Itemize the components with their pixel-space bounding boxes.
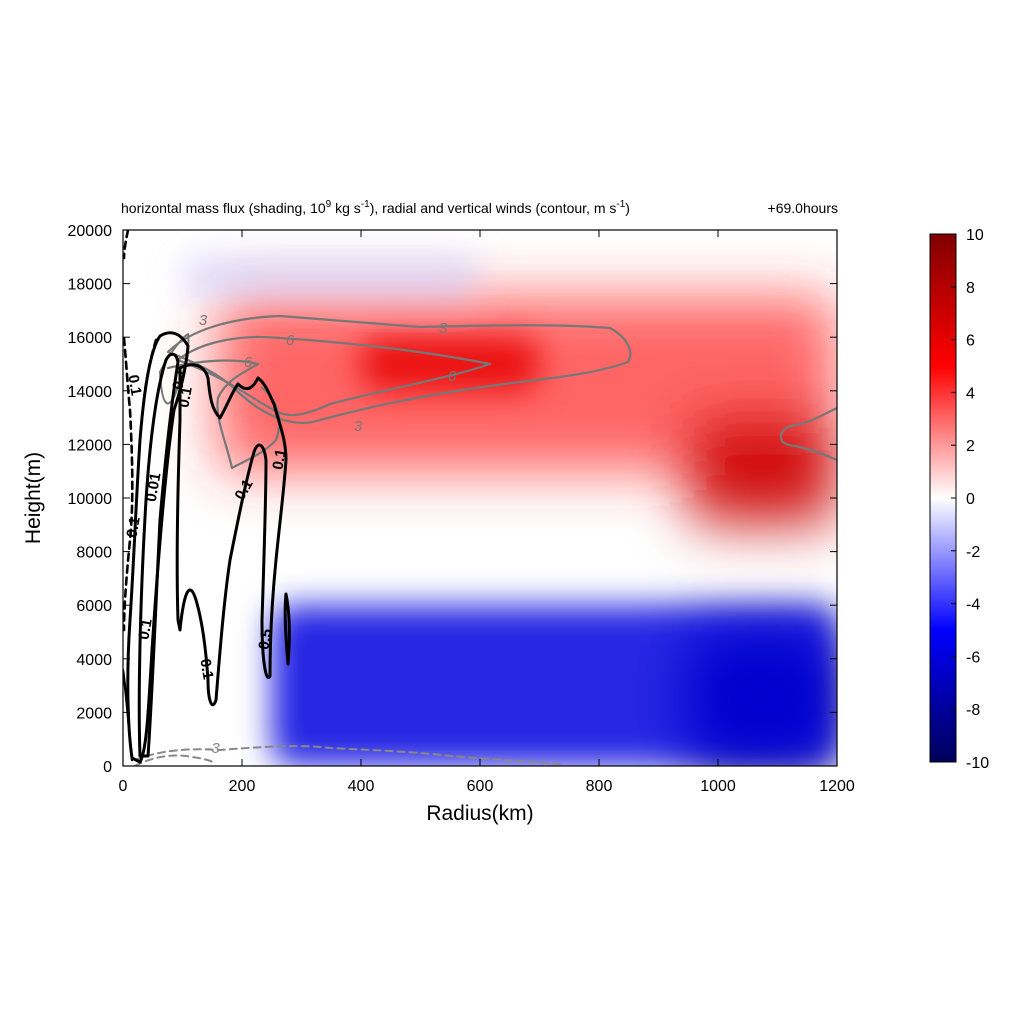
contour-radial-6-inner xyxy=(166,359,281,470)
y-tick-label: 10000 xyxy=(68,491,113,508)
contour-label-vertical: 0.1 xyxy=(169,367,189,390)
contour-label-vertical: 0.1 xyxy=(196,657,216,680)
colorbar-ticks: -10 -8 -6 -4 -2 0 2 4 6 8 10 xyxy=(951,227,989,772)
contour-label-radial: 3 xyxy=(439,320,448,337)
shading-region xyxy=(688,417,837,525)
y-tick-label: 18000 xyxy=(68,277,113,294)
colorbar-tick-label: 8 xyxy=(966,280,975,297)
x-tick-label: 800 xyxy=(586,778,613,795)
contour-layer xyxy=(123,230,837,766)
y-tick-label: 14000 xyxy=(68,384,113,401)
contour-label-vertical: 0.1 xyxy=(269,447,289,470)
time-label: +69.0hours xyxy=(768,200,838,216)
contour-label-vertical: 0.5 xyxy=(255,627,275,650)
contour-radial-3-outer xyxy=(166,314,632,424)
contour-label-radial: 3 xyxy=(199,312,208,329)
contour-vertical-dashed-05 xyxy=(142,338,158,402)
y-tick-label: 8000 xyxy=(76,545,112,562)
contour-label-radial: 6 xyxy=(244,354,253,371)
x-tick-label: 0 xyxy=(119,778,128,795)
chart-title: horizontal mass flux (shading, 109 kg s-… xyxy=(121,199,630,216)
contour-label-vertical: 0.1 xyxy=(135,617,155,640)
contour-label-vertical: 0.1 xyxy=(123,515,143,538)
contour-vertical-dashed-01 xyxy=(123,230,130,260)
y-tick-label: 0 xyxy=(103,759,112,776)
contour-label-vertical: 0.1 xyxy=(175,385,195,408)
colorbar: -10 -8 -6 -4 -2 0 2 4 6 8 10 xyxy=(929,227,989,772)
contour-vertical-eyewall-outer xyxy=(126,331,190,764)
y-tick-label: 16000 xyxy=(68,330,113,347)
colorbar-tick-label: 10 xyxy=(966,227,984,244)
contour-label-radial: 6 xyxy=(286,332,295,349)
contour-radial-inflow-inner xyxy=(134,754,216,766)
shading-region xyxy=(271,605,837,766)
x-tick-label: 400 xyxy=(348,778,375,795)
y-tick-label: 12000 xyxy=(68,437,113,454)
contour-vertical-01-a xyxy=(175,363,288,707)
colorbar-tick-label: -8 xyxy=(966,702,980,719)
contour-label-inflow: -3 xyxy=(206,740,220,757)
colorbar-tick-label: 6 xyxy=(966,333,975,350)
contour-label-vertical: 0.01 xyxy=(143,471,165,503)
contour-radial-6 xyxy=(176,335,492,417)
contour-label-radial: 3 xyxy=(354,418,363,435)
y-tick-label: 6000 xyxy=(76,598,112,615)
axes: 0 200 400 600 800 1000 12000200040006000800010… xyxy=(22,223,855,825)
contour-vertical-01-b xyxy=(283,592,291,666)
y-tick-label: 4000 xyxy=(76,652,112,669)
colorbar-tick-label: -6 xyxy=(966,649,980,666)
colorbar-tick-label: -2 xyxy=(966,544,980,561)
contour-vertical-low xyxy=(123,668,134,762)
colorbar-tick-label: 2 xyxy=(966,438,975,455)
x-tick-label: 600 xyxy=(467,778,494,795)
x-tick-label: 1000 xyxy=(700,778,736,795)
y-tick-label: 20000 xyxy=(68,223,113,240)
contour-vertical-eyewall-inner xyxy=(137,352,180,758)
shading-region xyxy=(182,256,480,297)
x-tick-label: 1200 xyxy=(819,778,855,795)
colorbar-tick-label: 0 xyxy=(966,491,975,508)
x-axis-label: Radius(km) xyxy=(426,802,533,825)
contour-label-radial: 6 xyxy=(448,368,457,385)
contour-label-vertical: 0.1 xyxy=(124,373,144,396)
contour-radial-inflow--3 xyxy=(134,745,561,765)
x-tick-label: 200 xyxy=(229,778,256,795)
contour-vertical-dashed-01-b xyxy=(123,336,134,632)
colorbar-tick-label: -10 xyxy=(966,755,989,772)
y-axis-label: Height(m) xyxy=(22,452,45,544)
colorbar-tick-label: 4 xyxy=(966,385,975,402)
colorbar-tick-label: -4 xyxy=(966,597,980,614)
contour-radial-3-outer-max xyxy=(779,406,837,462)
y-tick-label: 2000 xyxy=(76,705,112,722)
